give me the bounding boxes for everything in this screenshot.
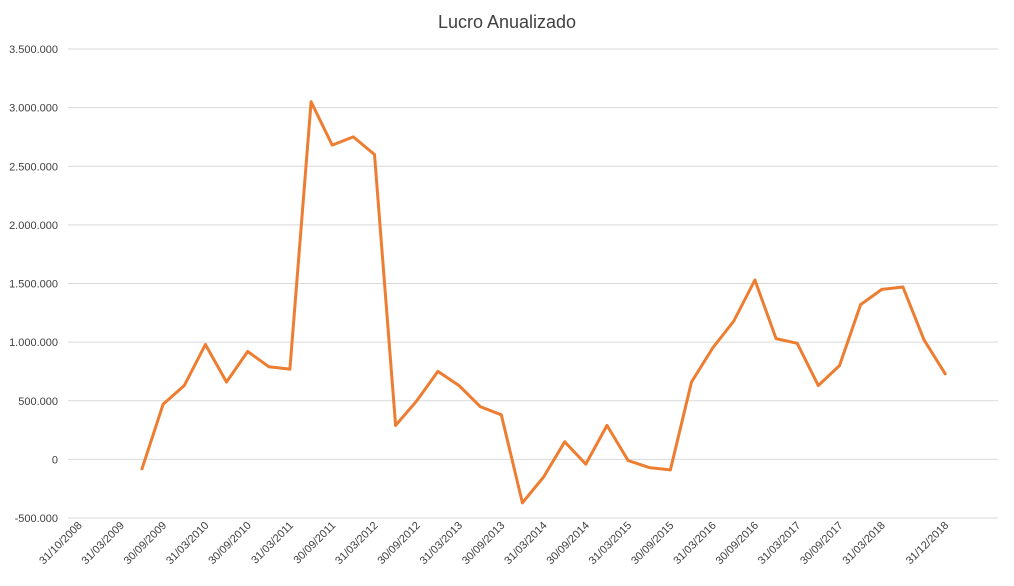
y-tick-label: 1.000.000 xyxy=(9,337,58,349)
data-point xyxy=(795,341,799,345)
data-point xyxy=(394,423,398,427)
data-point xyxy=(140,467,144,471)
y-tick-label: 3.000.000 xyxy=(9,103,58,115)
data-point xyxy=(732,319,736,323)
y-tick-label: -500.000 xyxy=(15,513,58,525)
series-layer xyxy=(140,100,947,505)
y-tick-label: 3.500.000 xyxy=(9,44,58,56)
data-point xyxy=(478,405,482,409)
data-point xyxy=(605,423,609,427)
data-point xyxy=(542,475,545,479)
y-tick-label: 500.000 xyxy=(18,396,58,408)
data-point xyxy=(161,402,165,406)
data-point xyxy=(859,303,863,307)
x-tick-label: 30/09/2014 xyxy=(545,520,592,567)
x-tick-label: 30/09/2013 xyxy=(460,520,507,567)
y-tick-label: 2.500.000 xyxy=(9,161,58,173)
x-tick-label: 31/03/2015 xyxy=(587,520,634,567)
y-tick-label: 2.000.000 xyxy=(9,220,58,232)
x-tick-label: 31/03/2016 xyxy=(671,520,718,567)
data-point xyxy=(267,365,271,369)
data-point xyxy=(203,343,207,346)
x-tick-label: 30/09/2009 xyxy=(122,520,169,567)
x-tick-label: 31/03/2013 xyxy=(418,520,465,567)
data-point xyxy=(225,380,228,384)
data-point xyxy=(880,287,884,291)
y-tick-label: 0 xyxy=(52,454,58,466)
data-point xyxy=(647,466,651,469)
data-point xyxy=(499,413,503,417)
x-tick-label: 31/03/2010 xyxy=(164,520,211,567)
data-point xyxy=(182,384,186,387)
x-tick-label: 30/09/2011 xyxy=(291,520,338,567)
data-point xyxy=(288,367,292,371)
data-point xyxy=(626,459,630,462)
x-tick-label: 31/03/2012 xyxy=(333,520,380,567)
x-tick-label: 30/09/2017 xyxy=(798,520,845,567)
x-tick-label: 31/03/2018 xyxy=(840,520,887,567)
data-point xyxy=(584,462,588,466)
chart-title: Lucro Anualizado xyxy=(437,12,577,32)
x-tick-label: 30/09/2016 xyxy=(714,520,761,567)
x-tick-label: 31/10/2008 xyxy=(37,520,84,567)
data-point xyxy=(563,440,567,444)
y-axis-ticks: -500.000 0 500.000 1.000.000 1.500.000 2.000.… xyxy=(9,44,58,525)
x-tick-label: 31/03/2014 xyxy=(502,520,549,567)
data-point xyxy=(373,153,376,156)
data-point xyxy=(711,346,715,350)
data-point xyxy=(668,468,672,472)
series-line xyxy=(140,100,947,505)
x-tick-label: 30/09/2012 xyxy=(375,520,422,567)
data-point xyxy=(774,337,778,341)
data-point xyxy=(838,364,841,367)
data-point xyxy=(457,384,461,387)
data-point xyxy=(436,370,440,373)
data-point xyxy=(521,501,524,505)
data-point xyxy=(753,278,757,282)
x-tick-label: 31/03/2009 xyxy=(80,520,127,567)
data-point xyxy=(901,285,905,289)
data-point xyxy=(330,143,334,147)
x-tick-label: 30/09/2015 xyxy=(629,520,676,567)
data-point xyxy=(922,338,926,342)
data-point xyxy=(309,100,313,104)
data-point xyxy=(943,372,947,376)
data-point xyxy=(246,350,250,353)
data-point xyxy=(816,384,820,387)
x-tick-label: 31/03/2017 xyxy=(756,520,803,567)
y-tick-label: 1.500.000 xyxy=(9,279,58,291)
x-tick-label: 30/09/2010 xyxy=(206,520,253,567)
x-axis-ticks: 31/10/200831/03/200930/09/200931/03/2010… xyxy=(37,520,951,567)
data-point xyxy=(690,380,693,384)
gridlines xyxy=(68,48,998,519)
data-point xyxy=(351,135,355,139)
x-tick-label: 31/03/2011 xyxy=(249,520,296,567)
data-point xyxy=(415,399,419,403)
x-tick-label: 31/12/2018 xyxy=(904,520,951,567)
